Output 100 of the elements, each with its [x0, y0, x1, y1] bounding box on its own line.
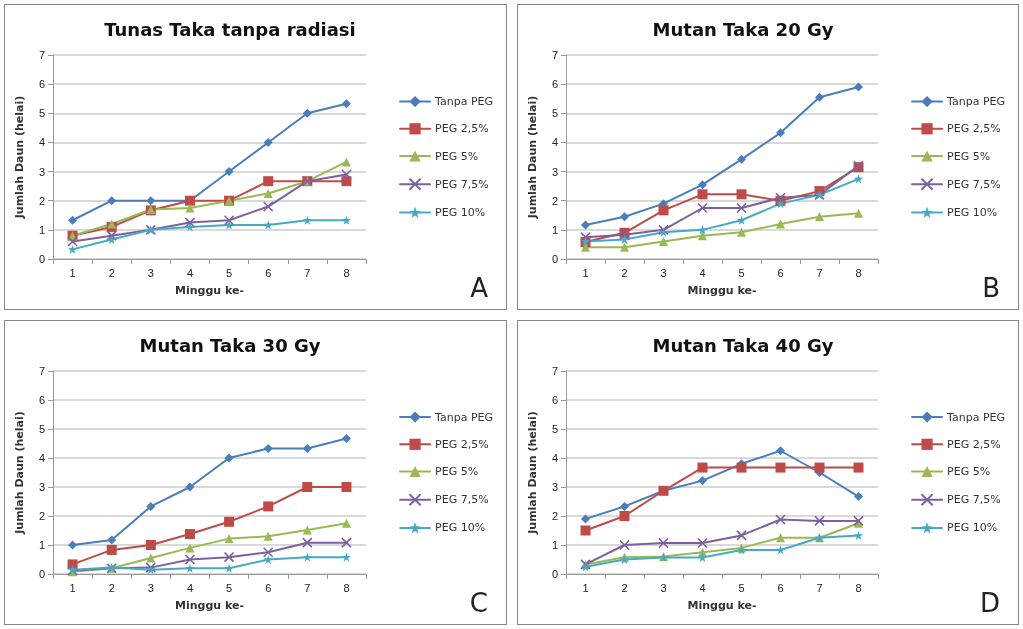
y-tick-label: 0 [551, 568, 558, 580]
y-axis-title: Jumlah Daun (helai) [526, 411, 539, 535]
legend-label: Tanpa PEG [946, 95, 1006, 109]
x-tick-label: 4 [699, 266, 706, 279]
x-tick-label: 8 [855, 266, 862, 279]
y-tick-label: 0 [38, 568, 45, 580]
y-tick-label: 5 [551, 107, 558, 120]
legend-label: PEG 10% [435, 205, 486, 219]
x-axis-title: Minggu ke- [687, 284, 757, 297]
x-tick-label: 5 [738, 581, 745, 594]
x-tick-label: 3 [660, 581, 667, 594]
legend-label: PEG 2,5% [947, 437, 1001, 451]
x-tick-label: 4 [186, 266, 193, 279]
y-tick-label: 2 [551, 510, 558, 522]
legend-label: PEG 7,5% [947, 177, 1001, 191]
y-tick-label: 1 [38, 223, 45, 236]
x-tick-label: 4 [186, 581, 193, 594]
y-tick-label: 5 [38, 423, 45, 435]
y-tick-label: 3 [38, 165, 45, 178]
legend-label: PEG 10% [947, 205, 998, 219]
x-tick-label: 1 [69, 266, 76, 279]
y-tick-label: 3 [38, 481, 45, 493]
x-tick-label: 1 [582, 581, 589, 594]
y-tick-label: 6 [551, 78, 558, 91]
text: D [979, 588, 1001, 618]
legend-label: PEG 5% [435, 465, 479, 478]
legend-label: PEG 10% [435, 521, 486, 535]
chart-title: Mutan Taka 30 Gy [139, 334, 321, 356]
text: A [470, 273, 489, 303]
x-tick-label: 8 [343, 581, 350, 594]
legend-label: PEG 10% [947, 521, 998, 535]
y-tick-label: 0 [551, 253, 558, 265]
y-tick-label: 7 [551, 49, 558, 61]
legend-label: PEG 5% [435, 149, 479, 163]
y-axis-title: Jumlah Daun (helai) [526, 95, 539, 220]
x-tick-label: 3 [147, 266, 154, 279]
x-tick-label: 2 [621, 581, 628, 594]
x-tick-label: 8 [343, 266, 350, 279]
x-tick-label: 2 [108, 266, 115, 279]
x-tick-label: 6 [777, 266, 784, 279]
y-tick-label: 0 [38, 253, 45, 265]
y-tick-label: 5 [38, 107, 45, 120]
x-tick-label: 6 [265, 266, 272, 279]
y-tick-label: 4 [38, 136, 45, 149]
chart-title: Mutan Taka 20 Gy [652, 18, 834, 40]
x-tick-label: 4 [699, 581, 706, 594]
x-tick-label: 3 [147, 581, 154, 594]
x-tick-label: 6 [777, 581, 784, 594]
x-tick-label: 5 [226, 581, 233, 594]
legend-label: PEG 7,5% [435, 493, 489, 507]
text: C [469, 588, 488, 618]
x-tick-label: 6 [265, 581, 272, 594]
y-tick-label: 6 [38, 78, 45, 91]
x-axis-title: Minggu ke- [687, 599, 757, 612]
legend-label: Tanpa PEG [434, 410, 494, 424]
text: B [982, 273, 1001, 303]
x-axis-title: Minggu ke- [174, 284, 245, 297]
x-tick-label: 1 [582, 266, 589, 279]
y-tick-label: 6 [38, 394, 45, 406]
y-tick-label: 7 [38, 49, 45, 61]
legend-label: PEG 2,5% [435, 122, 489, 136]
x-axis-title: Minggu ke- [174, 599, 245, 612]
y-tick-label: 4 [551, 136, 558, 149]
y-tick-label: 4 [38, 452, 45, 464]
x-tick-label: 3 [660, 266, 667, 279]
x-tick-label: 2 [108, 581, 115, 594]
y-tick-label: 4 [551, 452, 558, 464]
y-tick-label: 2 [551, 194, 558, 207]
x-tick-label: 8 [855, 581, 862, 594]
x-tick-label: 7 [304, 266, 311, 279]
legend-label: PEG 7,5% [947, 493, 1001, 507]
y-tick-label: 2 [38, 194, 45, 207]
y-tick-label: 3 [551, 481, 558, 493]
x-tick-label: 5 [738, 266, 745, 279]
y-tick-label: 6 [551, 394, 558, 406]
y-tick-label: 1 [38, 539, 45, 551]
legend-label: PEG 2,5% [947, 122, 1001, 136]
y-tick-label: 1 [551, 539, 558, 551]
chart-title: Tunas Taka tanpa radiasi [104, 18, 356, 40]
x-tick-label: 2 [621, 266, 628, 279]
y-axis-title: Jumlah Daun (helai) [13, 411, 26, 535]
legend-label: PEG 5% [947, 465, 991, 478]
legend-label: Tanpa PEG [434, 95, 494, 109]
x-tick-label: 5 [226, 266, 233, 279]
x-tick-label: 1 [69, 581, 76, 594]
y-tick-label: 7 [551, 365, 558, 377]
x-tick-label: 7 [816, 266, 823, 279]
x-tick-label: 7 [816, 581, 823, 594]
y-axis-title: Jumlah Daun (helai) [13, 95, 26, 220]
legend-label: PEG 7,5% [435, 177, 489, 191]
legend-label: Tanpa PEG [946, 410, 1006, 424]
y-tick-label: 7 [38, 365, 45, 377]
y-tick-label: 5 [551, 423, 558, 435]
y-tick-label: 1 [551, 223, 558, 236]
chart-title: Mutan Taka 40 Gy [652, 334, 834, 356]
x-tick-label: 7 [304, 581, 311, 594]
legend-label: PEG 5% [947, 149, 991, 163]
y-tick-label: 2 [38, 510, 45, 522]
legend-label: PEG 2,5% [435, 437, 489, 451]
y-tick-label: 3 [551, 165, 558, 178]
